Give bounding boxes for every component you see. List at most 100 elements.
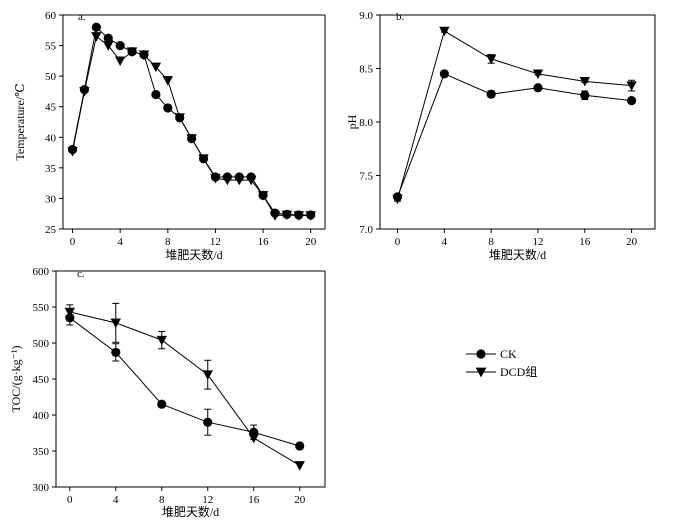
- data-point-dcd: [294, 461, 305, 471]
- series-line-ck: [397, 73, 632, 198]
- data-point-ck: [151, 89, 161, 100]
- data-point-dcd: [626, 81, 637, 91]
- data-point-dcd: [439, 26, 450, 37]
- data-point-dcd: [281, 210, 293, 221]
- data-point-dcd: [67, 147, 78, 157]
- data-point-dcd: [162, 76, 173, 86]
- data-point-dcd: [198, 154, 209, 164]
- data-point-dcd: [392, 194, 403, 205]
- x-tick-label: 16: [248, 494, 260, 506]
- y-axis-title: pH: [345, 114, 359, 129]
- plot-frame: [379, 14, 656, 230]
- data-point-dcd: [138, 50, 150, 60]
- data-point-ck: [157, 399, 167, 409]
- x-axis-title: 堆肥天数/d: [162, 504, 219, 519]
- data-point-dcd: [186, 134, 197, 144]
- series-line-ck: [69, 317, 300, 447]
- data-point-dcd: [222, 175, 233, 186]
- panel-label: c.: [77, 268, 85, 280]
- data-point-ck: [626, 96, 637, 106]
- data-point-ck: [486, 89, 496, 99]
- y-tick-label: 7.5: [359, 171, 373, 183]
- data-point-dcd: [305, 211, 316, 221]
- data-point-ck: [533, 83, 543, 93]
- data-point-dcd: [202, 370, 213, 380]
- data-point-dcd: [269, 211, 281, 221]
- data-point-ck: [91, 22, 101, 32]
- data-point-dcd: [150, 62, 162, 73]
- y-tick-label: 600: [33, 266, 50, 278]
- x-tick-label: 12: [202, 494, 213, 506]
- data-point-ck: [111, 347, 121, 357]
- data-point-ck: [115, 40, 125, 51]
- data-point-dcd: [79, 87, 90, 97]
- y-tick-label: 450: [33, 374, 50, 386]
- data-point-dcd: [210, 173, 221, 184]
- legend-dcd-marker: [475, 367, 487, 378]
- legend-dcd-label: DCD组: [500, 365, 537, 379]
- y-tick-label: 350: [33, 446, 50, 458]
- data-point-ck: [295, 441, 305, 451]
- data-point-dcd: [293, 211, 304, 221]
- data-point-dcd: [156, 335, 167, 346]
- x-tick-label: 20: [294, 494, 306, 506]
- x-tick-label: 4: [442, 236, 448, 248]
- temperature-chart: 0 4 8 12 16 20 25 30 35 40 45 50 55 60 堆肥天数/d Temperatu…: [13, 10, 326, 262]
- x-tick-label: 12: [532, 236, 543, 248]
- y-tick-label: 55: [45, 41, 57, 53]
- panel-label: a.: [78, 11, 86, 23]
- y-tick-label: 40: [45, 132, 57, 144]
- x-tick-label: 12: [210, 236, 221, 248]
- data-point-dcd: [110, 318, 121, 329]
- data-point-dcd: [174, 113, 185, 123]
- x-tick-label: 0: [70, 236, 76, 248]
- data-point-dcd: [64, 307, 75, 318]
- plot-frame: [62, 14, 326, 230]
- x-tick-label: 4: [117, 236, 123, 248]
- data-point-dcd: [91, 32, 102, 42]
- x-tick-label: 20: [305, 236, 317, 248]
- y-tick-label: 8.5: [359, 64, 373, 76]
- data-point-dcd: [485, 54, 497, 65]
- y-tick-label: 300: [33, 482, 50, 494]
- y-tick-label: 9.0: [359, 10, 373, 22]
- y-tick-label: 8.0: [359, 117, 373, 129]
- data-point-dcd: [114, 56, 126, 67]
- series-line-dcd: [397, 30, 632, 200]
- y-axis-title: TOC/(g·kg⁻¹): [9, 345, 23, 412]
- x-tick-label: 8: [488, 236, 494, 248]
- y-tick-label: 45: [45, 102, 57, 114]
- x-axis-title: 堆肥天数/d: [489, 247, 546, 262]
- data-point-ck: [163, 103, 173, 113]
- data-point-ck: [439, 69, 449, 79]
- x-tick-label: 20: [626, 236, 638, 248]
- data-point-ck: [103, 33, 113, 43]
- data-point-dcd: [126, 47, 138, 57]
- series-line-dcd: [69, 311, 300, 466]
- toc-chart: 0 4 8 12 16 20 300 350 400 450 500 550 600 堆肥天数/d TOC/…: [9, 266, 326, 519]
- y-tick-label: 60: [45, 10, 57, 22]
- x-tick-label: 4: [113, 494, 119, 506]
- x-tick-label: 8: [159, 494, 165, 506]
- y-tick-label: 7.0: [359, 224, 373, 236]
- y-tick-label: 500: [33, 338, 50, 350]
- data-point-dcd: [248, 433, 259, 444]
- data-point-dcd: [579, 77, 590, 87]
- x-tick-label: 16: [579, 236, 591, 248]
- y-axis-title: Temperature/℃: [13, 83, 27, 160]
- data-point-dcd: [234, 175, 245, 186]
- legend: CK DCD组: [466, 347, 537, 379]
- data-point-dcd: [532, 69, 544, 80]
- x-tick-label: 8: [165, 236, 171, 248]
- x-tick-label: 0: [395, 236, 401, 248]
- data-point-dcd: [245, 175, 257, 186]
- series-line-ck: [72, 26, 311, 216]
- ph-chart: 0 4 8 12 16 20 7.0 7.5 8.0 8.5 9.0 堆肥天数/d pH b.: [345, 10, 656, 262]
- data-point-dcd: [103, 41, 114, 51]
- data-point-ck: [203, 417, 213, 427]
- x-axis-title: 堆肥天数/d: [165, 247, 222, 262]
- x-tick-label: 0: [67, 494, 73, 506]
- legend-ck-label: CK: [500, 347, 517, 361]
- y-tick-label: 400: [33, 410, 50, 422]
